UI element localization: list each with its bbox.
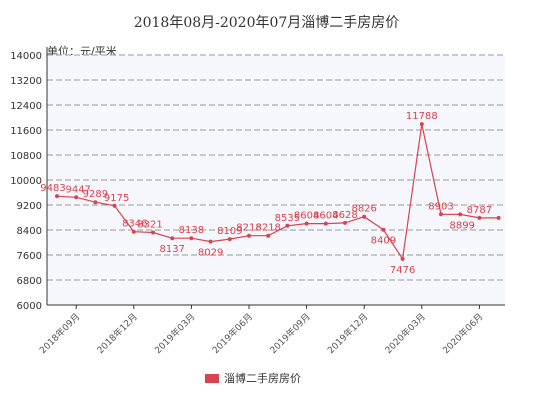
data-label: 8604 xyxy=(294,211,319,222)
data-point xyxy=(477,215,482,220)
data-label: 8029 xyxy=(198,248,223,259)
data-label: 8787 xyxy=(467,205,492,216)
y-tick-label: 8400 xyxy=(17,226,42,237)
data-point xyxy=(74,195,79,200)
y-tick-label: 9200 xyxy=(17,201,42,212)
x-tick-label: 2018年09月 xyxy=(37,311,83,357)
x-tick-label: 2019年06月 xyxy=(210,311,256,357)
data-point xyxy=(343,220,347,225)
data-label: 8109 xyxy=(217,226,242,237)
legend[interactable]: 淄博二手房房价 xyxy=(205,370,301,386)
data-label: 8321 xyxy=(137,219,162,230)
data-point xyxy=(400,256,405,261)
data-point xyxy=(285,223,290,228)
data-point xyxy=(170,236,175,241)
data-point xyxy=(266,233,271,238)
data-point xyxy=(496,215,501,220)
x-tick-label: 2018年12月 xyxy=(94,311,140,357)
y-tick-label: 10800 xyxy=(10,151,42,162)
data-label: 9447 xyxy=(65,184,90,195)
y-tick-label: 6800 xyxy=(17,276,42,287)
x-axis-ticks: 2018年09月 2018年12月 2019年03月 2019年06月 2019年09月… xyxy=(37,305,486,356)
y-tick-label: 6000 xyxy=(17,301,42,312)
y-tick-label: 11600 xyxy=(10,126,42,137)
x-tick-label: 2020年06月 xyxy=(440,311,486,357)
data-label: 8218 xyxy=(255,223,280,234)
y-tick-label: 7600 xyxy=(17,251,42,262)
y-tick-label: 14000 xyxy=(10,51,42,62)
data-point xyxy=(304,221,309,226)
data-point xyxy=(323,221,328,226)
data-point xyxy=(189,236,194,241)
series-line xyxy=(56,123,499,261)
data-point xyxy=(458,212,463,217)
axes xyxy=(46,47,505,306)
y-axis-ticks: 6000 6800 7600 8400 9200 10000 10800 11600 12400… xyxy=(10,51,42,312)
unit-label: 单位：元/平米 xyxy=(47,45,117,58)
data-point xyxy=(151,230,155,235)
data-label: 8903 xyxy=(428,201,453,212)
data-label: 8138 xyxy=(179,225,204,236)
x-tick-label: 2019年03月 xyxy=(152,311,198,357)
data-label: 9483 xyxy=(40,183,65,194)
data-point xyxy=(93,200,98,205)
data-point xyxy=(55,194,59,199)
grid-lines xyxy=(47,54,505,281)
data-point xyxy=(381,227,386,232)
data-label: 8218 xyxy=(236,223,261,234)
series-polyline xyxy=(56,123,499,261)
data-label: 8137 xyxy=(159,244,184,255)
data-point xyxy=(362,214,367,219)
data-point xyxy=(131,229,136,234)
data-label: 11788 xyxy=(406,111,438,122)
chart-title: 2018年08月-2020年07月淄博二手房房价 xyxy=(133,15,400,31)
data-point xyxy=(439,212,443,217)
data-point xyxy=(419,122,424,127)
y-tick-label: 13200 xyxy=(10,76,42,87)
x-tick-label: 2019年12月 xyxy=(325,311,371,357)
data-label: 8826 xyxy=(351,204,376,215)
x-tick-label: 2019年09月 xyxy=(267,311,313,357)
y-tick-label: 10000 xyxy=(10,176,42,187)
data-label: 9175 xyxy=(104,193,129,204)
data-label: 8409 xyxy=(371,236,396,247)
x-tick-label: 2020年03月 xyxy=(382,311,428,357)
y-tick-label: 12400 xyxy=(10,101,42,112)
data-label: 7476 xyxy=(390,265,415,276)
data-label: 8346 xyxy=(122,219,147,230)
legend-swatch xyxy=(205,373,219,383)
data-label: 8628 xyxy=(332,210,357,221)
data-label: 8535 xyxy=(275,213,300,224)
legend-label: 淄博二手房房价 xyxy=(224,372,301,385)
data-label: 8604 xyxy=(313,211,338,222)
data-point xyxy=(112,203,117,208)
data-label: 9289 xyxy=(83,189,108,200)
data-points xyxy=(55,122,501,261)
data-label: 8899 xyxy=(449,220,474,231)
data-point xyxy=(208,239,213,244)
data-point xyxy=(247,233,251,238)
data-point xyxy=(227,237,232,242)
